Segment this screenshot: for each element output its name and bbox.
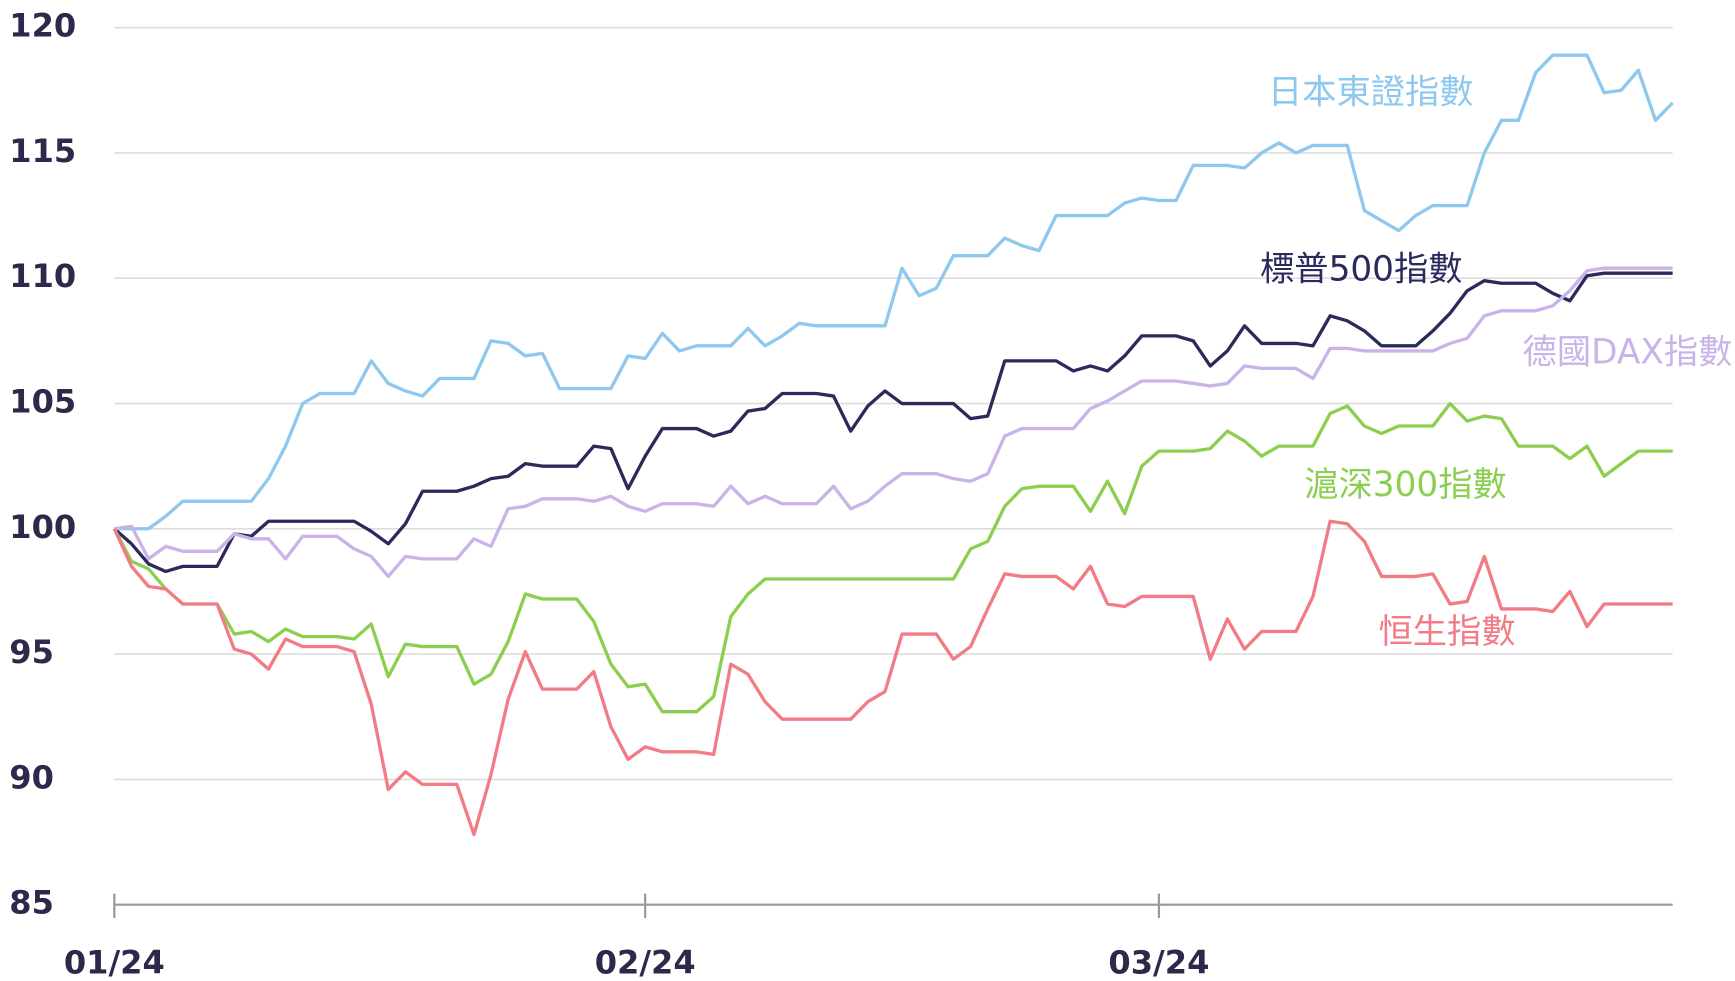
- series-line: [113, 271, 1673, 574]
- series-label: 滬深300指數: [1304, 465, 1506, 505]
- series-line: [112, 519, 1673, 837]
- series-line: [114, 53, 1674, 531]
- series-label: 日本東證指數: [1268, 73, 1474, 113]
- y-tick-label: 90: [9, 758, 54, 796]
- series-line: [112, 401, 1673, 714]
- y-tick-label: 115: [9, 132, 76, 170]
- y-tick-label: 95: [9, 633, 54, 671]
- series-label: 恒生指數: [1379, 612, 1516, 652]
- y-tick-label: 105: [9, 383, 76, 421]
- y-tick-label: 100: [9, 508, 76, 546]
- x-tick-label: 02/24: [595, 943, 696, 981]
- x-tick-label: 01/24: [64, 943, 165, 981]
- series-line: [114, 266, 1673, 579]
- y-tick-label: 110: [9, 257, 76, 295]
- series-label: 德國DAX指數: [1523, 332, 1733, 372]
- y-tick-label: 85: [9, 884, 54, 922]
- y-tick-label: 120: [9, 7, 76, 45]
- x-tick-label: 03/24: [1108, 943, 1209, 981]
- series-label: 標普500指數: [1260, 249, 1462, 289]
